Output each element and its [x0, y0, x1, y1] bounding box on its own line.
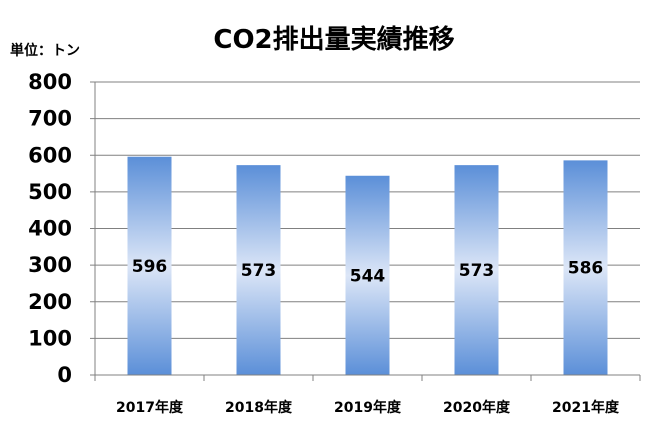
x-tick-label: 2017年度 — [116, 399, 184, 416]
bars — [127, 156, 608, 375]
bar — [563, 160, 608, 375]
bar — [454, 165, 499, 375]
y-tick-label: 100 — [28, 326, 72, 350]
unit-label: 単位：トン — [10, 42, 80, 59]
bar — [236, 165, 281, 375]
bar — [127, 156, 172, 375]
y-axis: 0 100 200 300 400 500 600 700 800 — [28, 70, 96, 387]
x-tick-label: 2019年度 — [334, 399, 402, 416]
data-label: 573 — [241, 261, 277, 281]
y-tick-label: 800 — [28, 70, 72, 94]
data-label: 596 — [132, 257, 168, 277]
data-labels: 596 573 544 573 586 — [132, 257, 604, 287]
y-tick-label: 700 — [28, 107, 72, 131]
x-tick-label: 2021年度 — [552, 399, 620, 416]
x-tick-label: 2018年度 — [225, 399, 293, 416]
data-label: 586 — [568, 259, 604, 279]
y-tick-label: 200 — [28, 290, 72, 314]
chart-title: CO2排出量実績推移 — [213, 24, 454, 55]
y-tick-label: 300 — [28, 253, 72, 277]
x-axis: 2017年度 2018年度 2019年度 2020年度 2021年度 — [94, 374, 641, 416]
y-tick-label: 0 — [57, 363, 72, 387]
y-tick-label: 500 — [28, 180, 72, 204]
x-tick-label: 2020年度 — [443, 399, 511, 416]
data-label: 573 — [459, 261, 495, 281]
data-label: 544 — [350, 266, 386, 286]
bar — [345, 175, 390, 375]
y-tick-label: 400 — [28, 217, 72, 241]
y-tick-label: 600 — [28, 143, 72, 167]
